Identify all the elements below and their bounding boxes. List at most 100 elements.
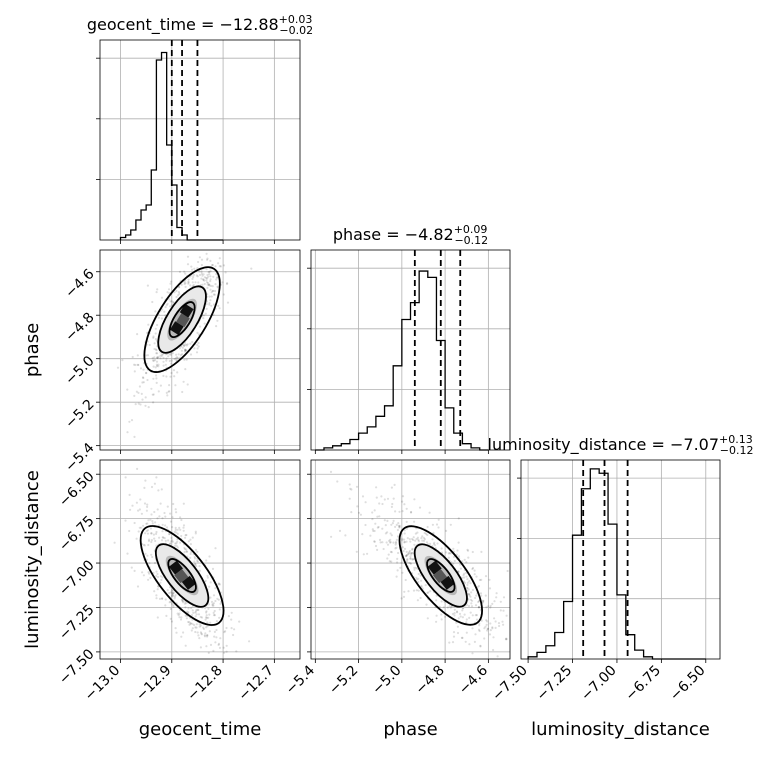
scatter-point [169, 540, 172, 543]
scatter-point [179, 618, 183, 621]
scatter-point [195, 351, 199, 354]
scatter-point [398, 526, 401, 529]
scatter-point [152, 335, 155, 338]
scatter-point [465, 618, 468, 621]
scatter-point [156, 356, 159, 359]
scatter-point [159, 384, 162, 387]
scatter-point [373, 540, 376, 543]
scatter-point [475, 618, 479, 621]
scatter-point [183, 344, 186, 347]
scatter-point [502, 596, 506, 599]
scatter-point [161, 576, 164, 579]
scatter-point [398, 524, 401, 527]
scatter-point [189, 538, 192, 541]
scatter-point [141, 381, 144, 384]
scatter-point [156, 588, 159, 591]
scatter-point [180, 534, 183, 538]
scatter-point [399, 566, 402, 569]
scatter-point [409, 562, 412, 565]
scatter-point [166, 589, 169, 592]
scatter-point [184, 614, 187, 617]
scatter-point [169, 607, 172, 611]
x-tick-label: −6.50 [667, 663, 709, 705]
scatter-point [492, 648, 495, 652]
scatter-point [194, 281, 197, 284]
scatter-point [390, 523, 393, 526]
scatter-point [204, 579, 207, 582]
scatter-point [156, 508, 159, 511]
scatter-point [496, 655, 499, 658]
scatter-point [133, 394, 136, 397]
scatter-point [154, 366, 157, 369]
scatter-point [163, 511, 166, 515]
scatter-point [187, 607, 190, 610]
scatter-point [477, 585, 480, 588]
scatter-point [138, 385, 141, 388]
x-axis-label-2: luminosity_distance [531, 719, 710, 740]
scatter-point [230, 611, 233, 614]
scatter-point [170, 300, 173, 303]
scatter-point [181, 599, 184, 602]
scatter-point [187, 278, 190, 281]
scatter-point [179, 516, 182, 519]
scatter-point [173, 291, 176, 294]
scatter-point [466, 578, 469, 581]
scatter-point [481, 599, 485, 602]
scatter-point [171, 516, 174, 519]
scatter-point [376, 526, 379, 529]
scatter-point [178, 612, 181, 615]
scatter-point [144, 404, 147, 407]
scatter-point [456, 611, 459, 614]
scatter-point [505, 638, 508, 641]
scatter-point [414, 532, 417, 535]
scatter-point [235, 650, 238, 653]
scatter-point [172, 605, 175, 608]
scatter-point [172, 595, 175, 598]
scatter-point [173, 375, 176, 378]
scatter-point [397, 551, 400, 555]
scatter-point [471, 599, 474, 602]
scatter-point [196, 559, 199, 563]
scatter-point [156, 356, 159, 359]
scatter-point [197, 260, 200, 264]
scatter-point [179, 354, 182, 357]
scatter-point [415, 537, 418, 541]
scatter-point [478, 578, 481, 582]
scatter-point [187, 281, 190, 284]
scatter-point [197, 608, 200, 612]
scatter-point [217, 642, 221, 645]
scatter-point [191, 622, 194, 626]
scatter-point [175, 531, 178, 534]
scatter-point [133, 363, 136, 366]
scatter-point [329, 470, 333, 473]
scatter-point [203, 322, 206, 325]
scatter-point [448, 641, 451, 644]
scatter-point [153, 590, 156, 593]
scatter-point [465, 621, 468, 624]
scatter-point [210, 304, 213, 307]
histogram-phase [315, 270, 489, 451]
scatter-point [150, 513, 153, 516]
scatter-point [491, 627, 494, 630]
scatter-point [205, 645, 208, 648]
scatter-point [386, 543, 390, 546]
scatter-point [202, 278, 205, 281]
scatter-point [471, 550, 474, 554]
scatter-point [432, 542, 435, 546]
x-tick-label: −5.0 [369, 663, 404, 698]
scatter-point [155, 349, 158, 352]
scatter-point [459, 563, 462, 566]
scatter-point [194, 630, 197, 634]
scatter-point [175, 542, 178, 545]
scatter-point [386, 531, 389, 534]
scatter-point [364, 523, 367, 527]
scatter-point [487, 605, 490, 608]
scatter-point [169, 375, 172, 378]
scatter-point [139, 367, 143, 370]
scatter-point [166, 291, 169, 294]
scatter-point [143, 502, 147, 505]
scatter-point [480, 619, 483, 622]
scatter-point [479, 592, 483, 595]
scatter-point [444, 615, 447, 618]
